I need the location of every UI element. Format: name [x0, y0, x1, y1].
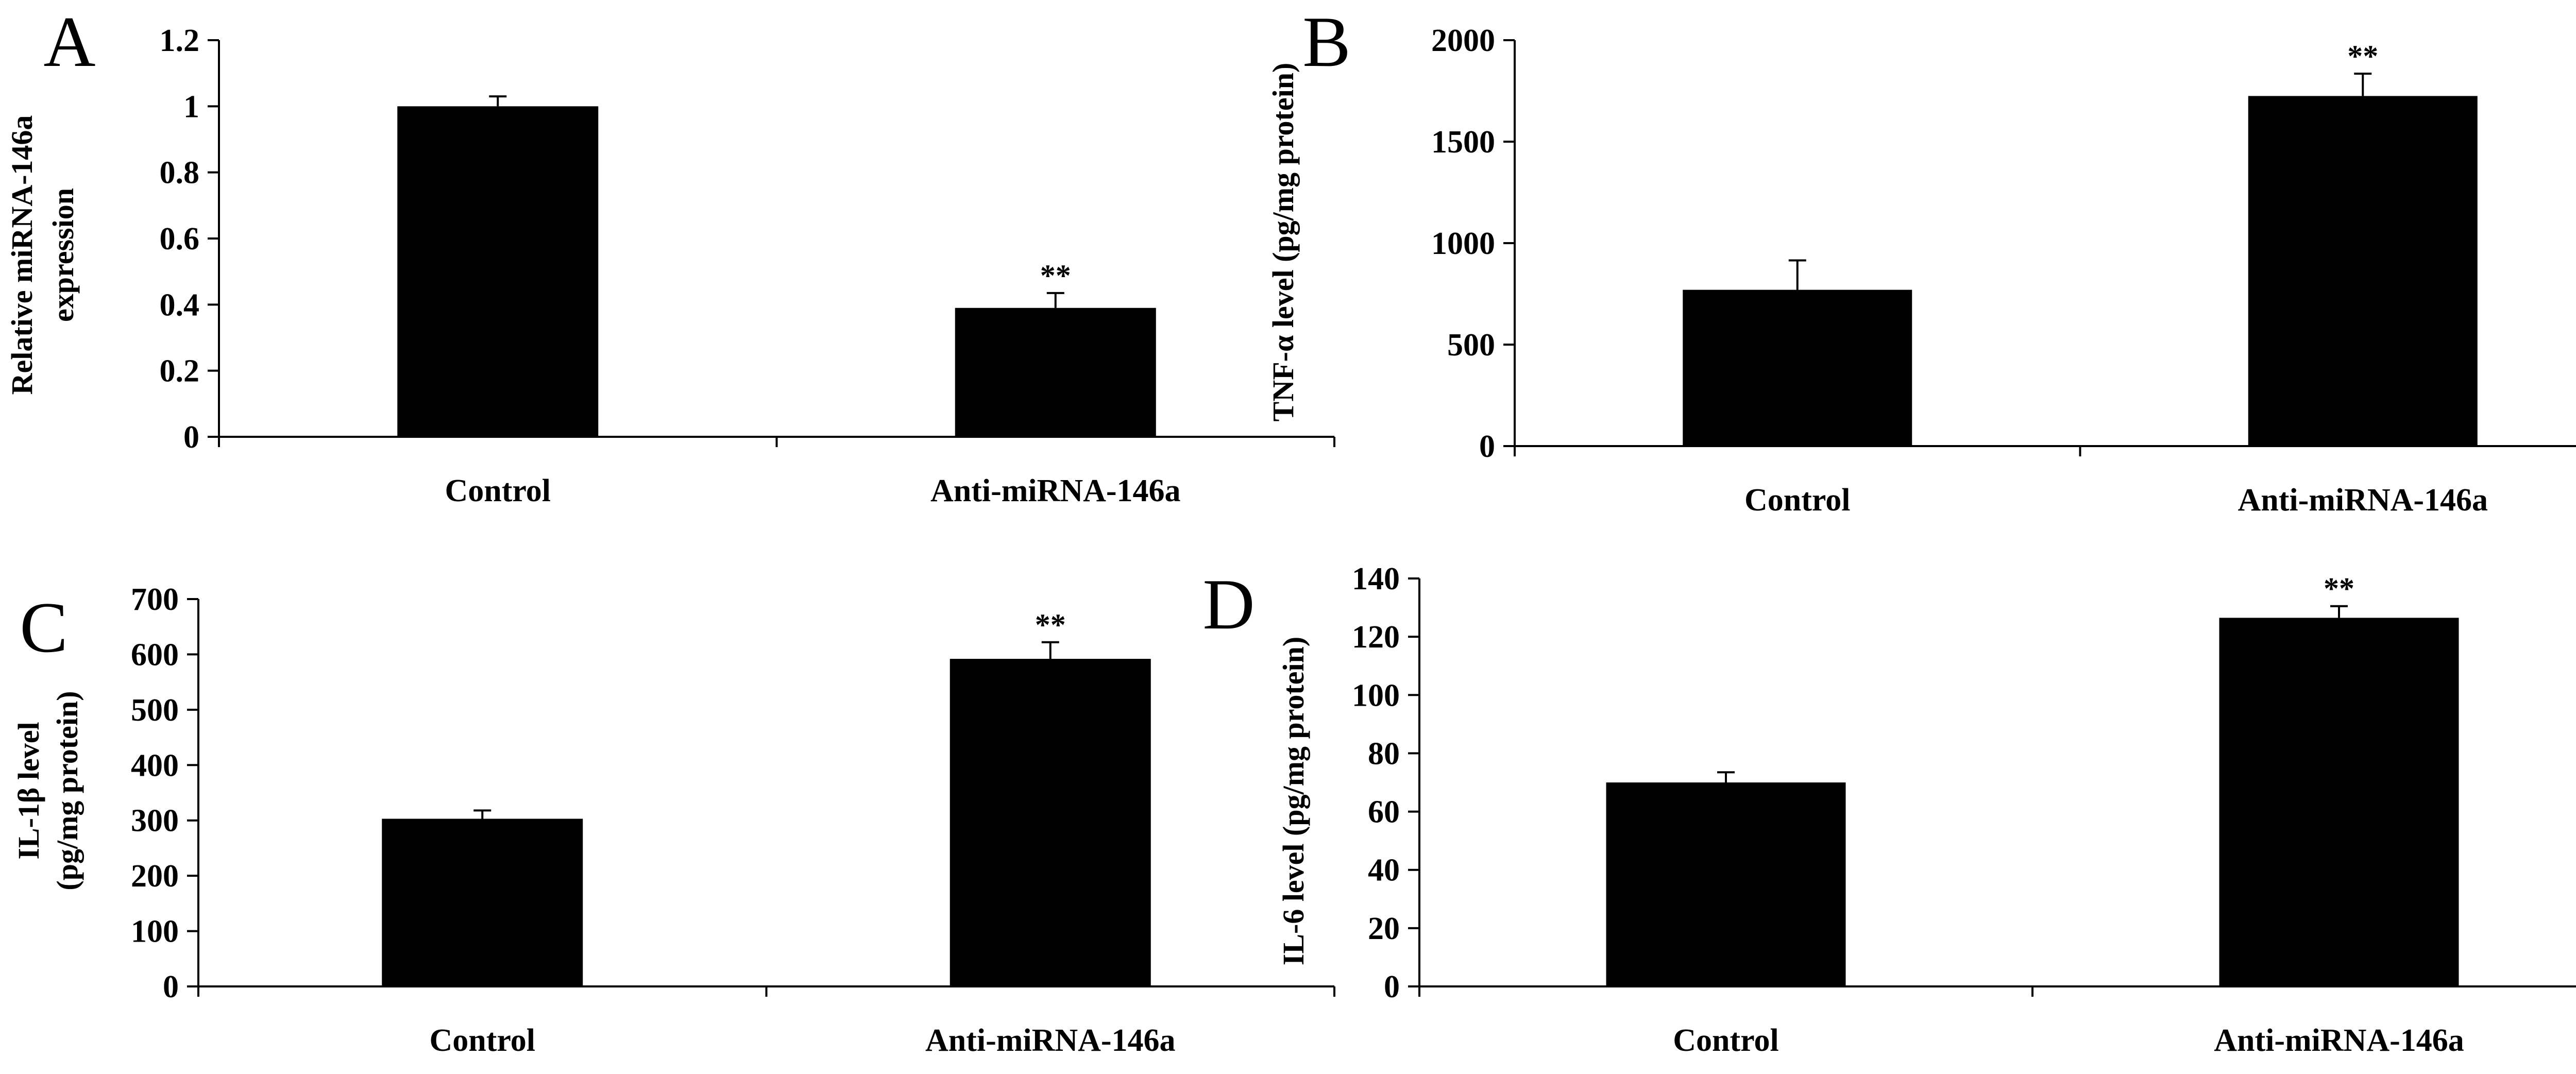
y-tick-label: 100: [131, 914, 179, 949]
y-axis-label: IL-1β level: [12, 722, 45, 859]
panel-letter: B: [1302, 2, 1350, 82]
panel-letter: D: [1202, 565, 1255, 644]
y-tick-label: 0: [163, 969, 179, 1004]
bar-anti-mirna-146a: [2219, 618, 2459, 986]
bar-anti-mirna-146a: [955, 308, 1156, 437]
x-category-label: Anti-miRNA-146a: [925, 1023, 1176, 1058]
y-tick-label: 80: [1368, 736, 1400, 771]
significance-mark: **: [1040, 259, 1071, 293]
y-tick-label: 120: [1352, 620, 1400, 655]
bar-anti-mirna-146a: [2248, 96, 2478, 447]
y-tick-label: 40: [1368, 853, 1400, 888]
y-tick-label: 0.8: [160, 156, 200, 191]
y-tick-label: 300: [131, 804, 179, 839]
y-tick-label: 2000: [1431, 23, 1495, 58]
y-tick-label: 0.6: [160, 221, 200, 257]
y-tick-label: 60: [1368, 795, 1400, 830]
y-tick-label: 100: [1352, 678, 1400, 713]
bar-control: [382, 819, 583, 986]
bar-control: [1606, 782, 1846, 986]
y-tick-label: 0.2: [160, 354, 200, 389]
panel-letter: A: [43, 2, 95, 82]
x-category-label: Control: [1744, 483, 1851, 518]
x-category-label: Control: [1673, 1023, 1779, 1058]
bar-anti-mirna-146a: [950, 659, 1151, 986]
y-axis-label: (pg/mg protein): [50, 691, 84, 890]
x-category-label: Control: [429, 1023, 535, 1058]
y-tick-label: 140: [1352, 561, 1400, 596]
y-tick-label: 500: [131, 693, 179, 728]
chart-panel-c: C IL-1β level (pg/mg protein) 0 100 200 300 400…: [12, 582, 1335, 1058]
y-tick-label: 600: [131, 637, 179, 672]
significance-mark: **: [2324, 572, 2354, 606]
y-axis-label: IL-6 level (pg/mg protein): [1277, 637, 1310, 965]
y-axis-label: Relative miRNA-146a: [5, 115, 39, 395]
y-tick-label: 1.2: [160, 23, 200, 58]
y-tick-label: 500: [1447, 328, 1495, 363]
y-axis-label: expression: [46, 188, 80, 322]
y-tick-label: 0: [1479, 429, 1495, 464]
x-category-label: Anti-miRNA-146a: [2214, 1023, 2464, 1058]
bar-control: [397, 106, 599, 437]
x-category-label: Anti-miRNA-146a: [2238, 483, 2488, 518]
y-tick-label: 1: [183, 89, 199, 124]
chart-panel-d: D IL-6 level (pg/mg protein) 0 20 40 60 80 100 1…: [1202, 561, 2576, 1058]
y-tick-label: 200: [131, 859, 179, 894]
significance-mark: **: [1035, 608, 1066, 642]
y-tick-label: 1000: [1431, 226, 1495, 261]
panel-letter: C: [20, 588, 67, 668]
y-tick-label: 0: [1384, 969, 1400, 1004]
y-tick-label: 700: [131, 582, 179, 617]
x-category-label: Anti-miRNA-146a: [930, 473, 1181, 508]
x-category-label: Control: [445, 473, 551, 508]
y-tick-label: 20: [1368, 911, 1400, 946]
y-tick-label: 0.4: [160, 287, 200, 322]
y-tick-label: 1500: [1431, 125, 1495, 160]
y-tick-label: 400: [131, 748, 179, 783]
y-axis-label: TNF-α level (pg/mg protein): [1266, 63, 1300, 422]
y-tick-label: 0: [183, 420, 199, 455]
significance-mark: **: [2347, 39, 2378, 73]
bar-control: [1683, 289, 1912, 446]
